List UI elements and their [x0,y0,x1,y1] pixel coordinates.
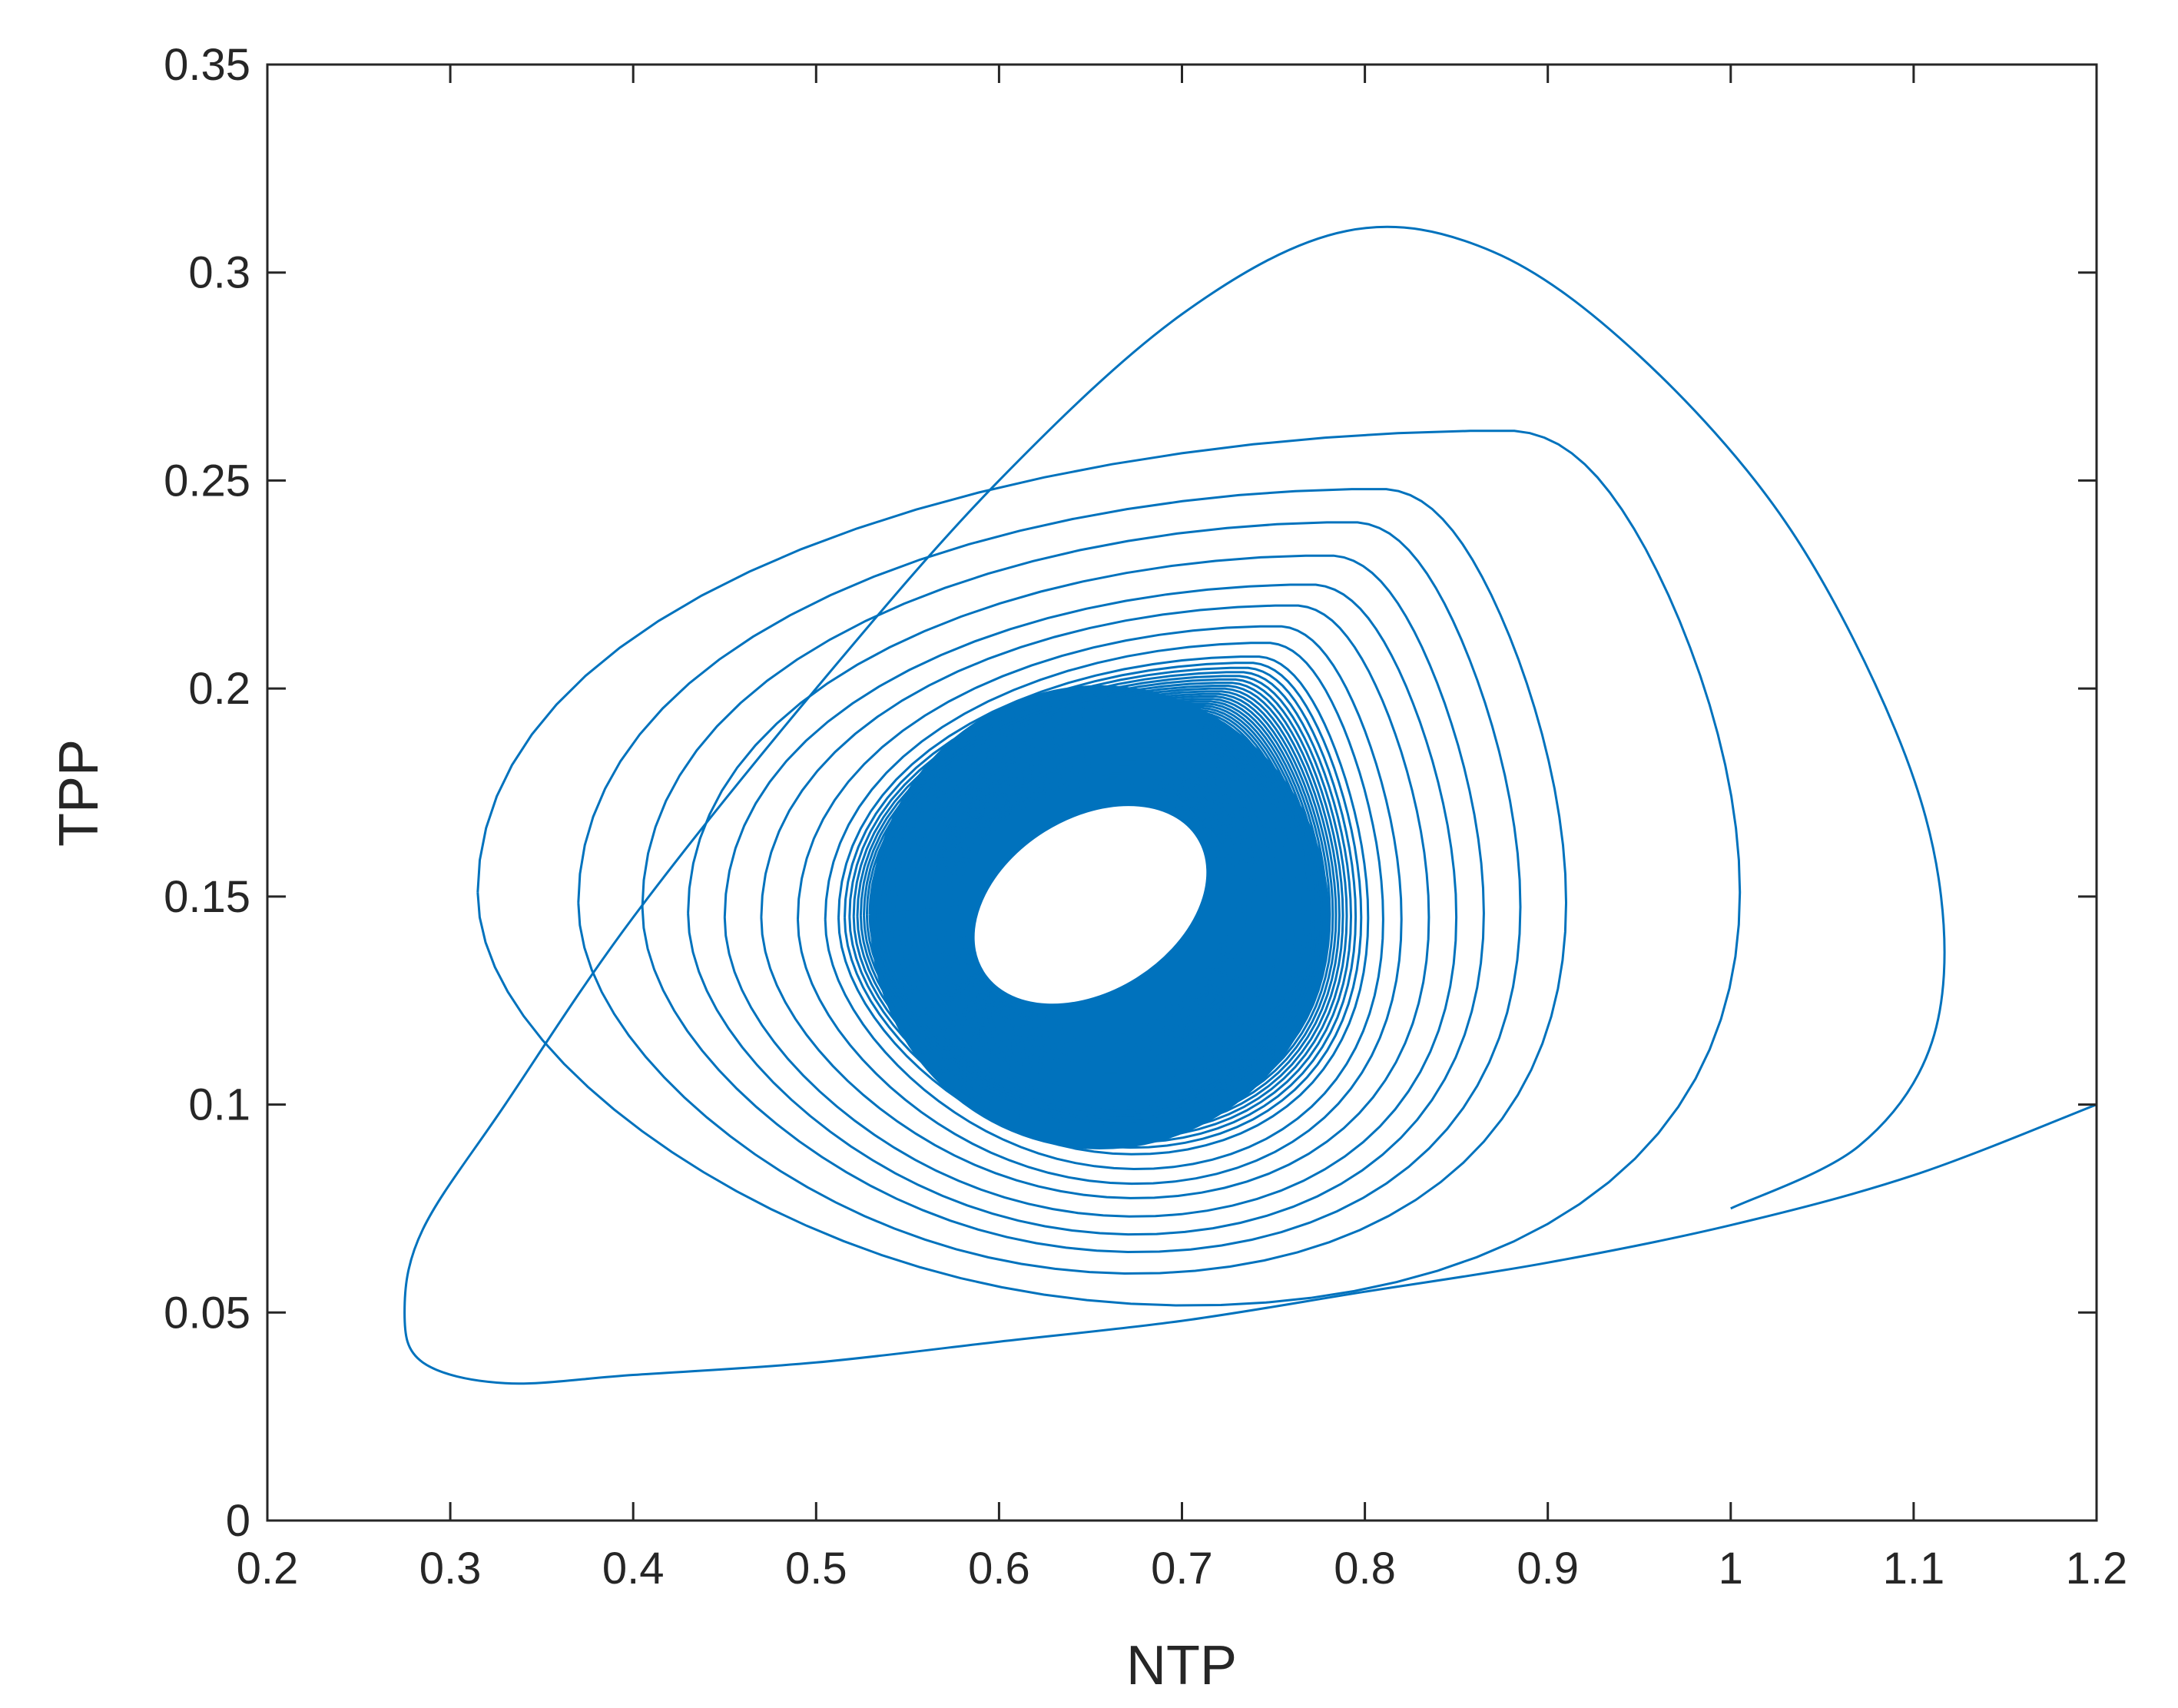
trajectory-loop [903,724,1295,1086]
limit-cycle-hole [971,803,1210,1007]
x-tick-label: 0.8 [1334,1544,1396,1594]
trajectory-loop [476,429,1742,1307]
trajectory-loop [897,716,1302,1093]
x-tick-label: 0.3 [419,1544,482,1594]
trajectory-loop [898,718,1301,1091]
trajectory-loop [893,712,1307,1097]
plot-area [403,225,2097,1385]
x-tick-label: 0.2 [237,1544,299,1594]
x-tick-label: 0.6 [968,1544,1030,1594]
y-tick-label: 0.1 [188,1080,250,1130]
trajectory-loop [907,727,1291,1083]
trajectory-loop [876,695,1326,1115]
x-axis-label: NTP [1126,1635,1237,1696]
trajectory-loop [914,735,1282,1074]
y-tick-label: 0.3 [188,248,250,298]
trajectory-loop [889,708,1311,1101]
trajectory-loop [863,682,1341,1129]
y-tick-label: 0.35 [164,40,250,90]
y-tick-label: 0 [226,1496,250,1546]
y-tick-label: 0.2 [188,664,250,714]
trajectory-loop [917,738,1278,1071]
trajectory-loop [859,678,1344,1132]
trajectory-loop [848,666,1358,1144]
x-tick-label: 1.2 [2066,1544,2128,1594]
trajectory-loop [890,711,1309,1099]
trajectory-loop [865,685,1338,1126]
trajectory-loop [880,700,1321,1109]
trajectory-loop [824,642,1384,1171]
axis-ticks: 0.2 0.3 0.4 0.5 0.6 0.7 0.8 0.9 1 1.1 1.2 0 0.05 0.1 0… [164,40,2127,1594]
y-tick-label: 0.25 [164,456,250,506]
trajectory-loop [908,728,1289,1081]
x-tick-label: 0.9 [1517,1544,1579,1594]
trajectory-loop [900,720,1298,1089]
trajectory-loop [916,737,1280,1073]
x-tick-label: 0.7 [1151,1544,1213,1594]
trajectory-loop [852,671,1353,1139]
limit-cycle [971,803,1210,1007]
trajectory-loop [797,625,1403,1186]
y-tick-label: 0.05 [164,1288,250,1338]
trajectory-loop [894,715,1304,1095]
trajectory-loop [641,521,1522,1254]
x-tick-label: 0.5 [785,1544,847,1594]
x-tick-label: 0.4 [602,1544,665,1594]
y-tick-label: 0.15 [164,872,250,922]
trajectory-loop [913,733,1284,1076]
trajectory-segment [403,225,2097,1385]
y-axis-label: TPP [48,739,110,847]
trajectory-loop [837,655,1370,1156]
trajectory-loop [961,783,1229,1025]
trajectory-loop [870,690,1331,1119]
trajectory-loop [760,604,1430,1199]
x-tick-label: 1 [1719,1544,1743,1594]
trajectory-loop [723,583,1458,1218]
trajectory-loop [885,705,1316,1106]
trajectory-loop [910,730,1287,1079]
trajectory-loop [887,706,1314,1103]
trajectory-loop [844,662,1363,1149]
trajectory-loop [856,675,1348,1136]
trajectory-loop [905,725,1293,1084]
trajectory-loop [878,698,1323,1113]
trajectory-loop [868,687,1334,1123]
trajectory-loop [911,731,1285,1077]
trajectory-loop [687,554,1485,1236]
trajectory-loop [577,488,1568,1275]
trajectory-loop [874,692,1328,1117]
trajectory-loop [902,721,1297,1088]
trajectory-loops [403,225,2097,1385]
trajectory-loop [883,702,1318,1107]
x-tick-label: 1.1 [1883,1544,1945,1594]
